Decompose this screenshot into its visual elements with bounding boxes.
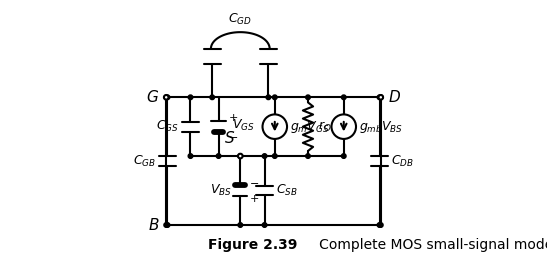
- Text: Figure 2.39: Figure 2.39: [208, 238, 297, 252]
- Circle shape: [238, 154, 242, 158]
- Circle shape: [165, 223, 170, 227]
- Text: $C_{SB}$: $C_{SB}$: [276, 183, 298, 198]
- Circle shape: [210, 95, 214, 100]
- Text: $-$: $-$: [228, 131, 237, 141]
- Circle shape: [272, 95, 277, 100]
- Circle shape: [164, 223, 168, 227]
- Text: $g_{mb}V_{BS}$: $g_{mb}V_{BS}$: [359, 119, 403, 135]
- Circle shape: [238, 154, 242, 158]
- Circle shape: [263, 114, 287, 139]
- Text: $+$: $+$: [228, 112, 238, 123]
- Text: $G$: $G$: [146, 89, 159, 105]
- Text: $B$: $B$: [148, 217, 159, 233]
- Text: $V_{GS}$: $V_{GS}$: [232, 118, 254, 133]
- Text: $+$: $+$: [249, 193, 259, 204]
- Circle shape: [379, 223, 383, 227]
- Circle shape: [188, 95, 193, 100]
- Text: $g_m V_{GS}$: $g_m V_{GS}$: [290, 119, 329, 135]
- Text: Complete MOS small-signal model.: Complete MOS small-signal model.: [306, 238, 547, 252]
- Circle shape: [216, 154, 221, 158]
- Text: $C_{GD}$: $C_{GD}$: [229, 11, 252, 27]
- Circle shape: [188, 154, 193, 158]
- Text: $V_{BS}$: $V_{BS}$: [210, 183, 232, 198]
- Circle shape: [262, 154, 267, 158]
- Circle shape: [306, 95, 310, 100]
- Circle shape: [272, 154, 277, 158]
- Circle shape: [377, 95, 382, 100]
- Circle shape: [238, 223, 242, 227]
- Text: $S$: $S$: [224, 130, 235, 146]
- Text: $r_O$: $r_O$: [318, 120, 331, 134]
- Circle shape: [165, 95, 170, 100]
- Circle shape: [341, 95, 346, 100]
- Circle shape: [341, 154, 346, 158]
- Circle shape: [306, 154, 310, 158]
- Circle shape: [266, 95, 271, 100]
- Circle shape: [379, 95, 383, 100]
- Circle shape: [379, 95, 383, 100]
- Text: $-$: $-$: [249, 177, 259, 187]
- Circle shape: [377, 223, 382, 227]
- Text: $C_{GB}$: $C_{GB}$: [133, 154, 156, 169]
- Circle shape: [262, 223, 267, 227]
- Text: $C_{GS}$: $C_{GS}$: [156, 119, 179, 134]
- Text: $D$: $D$: [388, 89, 401, 105]
- Circle shape: [331, 114, 356, 139]
- Text: $C_{DB}$: $C_{DB}$: [391, 154, 414, 169]
- Circle shape: [164, 95, 168, 100]
